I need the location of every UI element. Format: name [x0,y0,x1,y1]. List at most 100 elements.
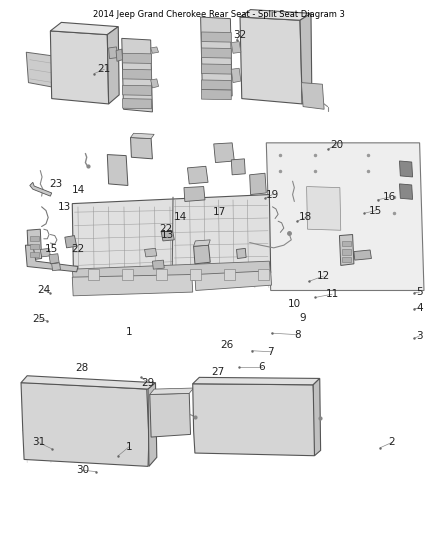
Polygon shape [21,376,155,389]
Text: 8: 8 [294,330,301,340]
Text: 16: 16 [382,192,396,202]
Polygon shape [151,79,159,88]
Polygon shape [65,236,77,248]
Polygon shape [342,249,351,255]
Polygon shape [193,384,315,456]
Polygon shape [123,53,152,63]
Text: 9: 9 [299,313,306,322]
Text: 13: 13 [58,202,71,212]
Polygon shape [40,248,50,257]
Polygon shape [107,155,128,185]
Polygon shape [150,388,194,394]
Polygon shape [72,261,271,285]
Text: 30: 30 [76,465,89,475]
Polygon shape [131,138,152,159]
Polygon shape [88,269,99,280]
Polygon shape [193,377,320,385]
Polygon shape [231,68,241,83]
Text: 15: 15 [369,206,382,215]
Text: 19: 19 [266,190,279,199]
Text: 32: 32 [233,30,247,39]
Polygon shape [195,271,272,290]
Polygon shape [150,393,191,437]
Polygon shape [72,274,193,296]
Text: 24: 24 [37,286,50,295]
Polygon shape [122,269,133,280]
Polygon shape [194,245,210,264]
Polygon shape [201,17,232,96]
Polygon shape [231,42,241,53]
Polygon shape [342,241,351,246]
Polygon shape [109,47,117,59]
Polygon shape [21,383,149,466]
Text: 7: 7 [267,347,274,357]
Polygon shape [49,254,59,264]
Text: 4: 4 [416,303,423,313]
Polygon shape [30,252,39,257]
Text: 2: 2 [389,438,396,447]
Polygon shape [161,231,174,241]
Polygon shape [301,83,324,109]
Polygon shape [122,38,152,112]
Polygon shape [30,182,52,196]
Polygon shape [399,161,413,177]
Text: 3: 3 [416,331,423,341]
Polygon shape [313,378,321,456]
Text: 6: 6 [258,362,265,372]
Polygon shape [258,269,269,280]
Polygon shape [123,69,152,79]
Text: 18: 18 [299,213,312,222]
Polygon shape [300,13,312,104]
Polygon shape [187,166,208,184]
Polygon shape [50,22,118,35]
Polygon shape [107,27,119,104]
Text: 17: 17 [213,207,226,217]
Text: 14: 14 [71,185,85,195]
Polygon shape [224,269,235,280]
Polygon shape [30,244,39,249]
Text: 2014 Jeep Grand Cherokee Rear Seat - Split Seat Diagram 3: 2014 Jeep Grand Cherokee Rear Seat - Spl… [93,11,345,19]
Text: 26: 26 [220,341,233,350]
Text: 22: 22 [159,224,172,234]
Text: 27: 27 [212,367,225,377]
Text: 25: 25 [32,314,45,324]
Text: 28: 28 [76,363,89,373]
Polygon shape [231,159,245,175]
Polygon shape [250,173,266,195]
Polygon shape [194,240,210,246]
Polygon shape [201,80,231,90]
Text: 1: 1 [126,327,133,336]
Polygon shape [201,64,231,74]
Text: 10: 10 [288,299,301,309]
Polygon shape [354,250,371,260]
Polygon shape [26,52,66,90]
Text: 1: 1 [126,442,133,451]
Polygon shape [25,245,78,272]
Polygon shape [116,49,123,61]
Text: 14: 14 [174,213,187,222]
Text: 29: 29 [141,378,155,387]
Text: 20: 20 [330,140,343,150]
Polygon shape [27,229,42,260]
Polygon shape [148,383,157,466]
Polygon shape [339,235,354,265]
Polygon shape [123,99,152,109]
Polygon shape [156,269,167,280]
Polygon shape [131,133,154,139]
Text: 12: 12 [317,271,330,281]
Polygon shape [184,187,205,201]
Polygon shape [240,17,302,104]
Polygon shape [201,32,231,42]
Text: 21: 21 [98,64,111,74]
Polygon shape [72,195,271,282]
Polygon shape [399,184,413,199]
Polygon shape [152,260,164,269]
Polygon shape [52,263,60,271]
Polygon shape [214,143,234,163]
Polygon shape [237,248,246,259]
Polygon shape [307,187,341,230]
Polygon shape [123,85,152,95]
Text: 5: 5 [416,287,423,297]
Polygon shape [240,10,311,20]
Text: 23: 23 [49,179,63,189]
